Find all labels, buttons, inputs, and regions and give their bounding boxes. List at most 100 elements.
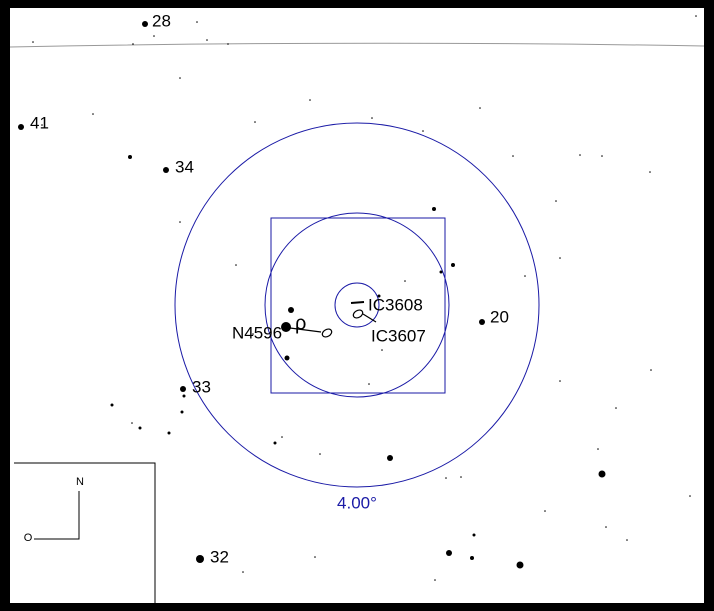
star: [288, 307, 294, 313]
star: [179, 221, 181, 223]
star: [555, 200, 557, 202]
star: [650, 369, 652, 371]
star: [516, 561, 524, 569]
fov-indicators: [174, 122, 540, 488]
star: [649, 171, 651, 173]
star: [252, 333, 254, 335]
star: [179, 77, 181, 79]
galaxy-mark: [350, 301, 365, 304]
star: [524, 275, 526, 277]
star: [163, 167, 169, 173]
galaxy-pointer: [289, 327, 322, 333]
star-label: 41: [30, 113, 49, 132]
compass: N O: [14, 462, 156, 603]
star: [273, 441, 277, 445]
galaxy-pointer: [362, 313, 377, 323]
star: [445, 477, 447, 479]
star-label: 34: [175, 157, 194, 176]
star: [227, 43, 229, 45]
star: [434, 579, 436, 581]
star: [182, 394, 186, 398]
star: [597, 448, 599, 450]
star: [601, 155, 603, 157]
star-label: ρ: [295, 312, 306, 334]
star: [422, 130, 424, 132]
star: [387, 455, 393, 461]
star: [206, 39, 208, 41]
galaxy-mark: [321, 328, 333, 338]
star: [626, 539, 628, 541]
star: [254, 121, 256, 123]
compass-arrows: [34, 491, 80, 540]
star: [472, 533, 476, 537]
star: [404, 280, 406, 282]
star: [446, 550, 452, 556]
compass-north: N: [76, 476, 84, 488]
star: [544, 510, 546, 512]
star: [314, 556, 316, 558]
star: [512, 155, 514, 157]
scale-label: 4.00°: [337, 493, 377, 512]
star: [281, 436, 283, 438]
star: [319, 453, 321, 455]
star-label: 20: [490, 307, 509, 326]
horizon-line: [9, 42, 705, 48]
star: [479, 319, 485, 325]
compass-box: [14, 462, 156, 603]
galaxies: [289, 301, 377, 338]
star: [153, 35, 155, 37]
star: [138, 426, 142, 430]
star: [451, 263, 455, 267]
star: [284, 355, 290, 361]
star-label: 33: [192, 377, 211, 396]
outer-circle: [174, 122, 540, 488]
stars: [18, 15, 697, 581]
star: [381, 349, 383, 351]
star: [559, 257, 561, 259]
inner-circle: [334, 282, 380, 328]
star: [18, 124, 24, 130]
star: [132, 43, 134, 45]
chart-area: [10, 8, 704, 603]
star: [180, 386, 186, 392]
star: [470, 556, 474, 560]
star: [371, 117, 373, 119]
star-label: 28: [152, 11, 171, 30]
star: [235, 264, 237, 266]
star: [439, 270, 443, 274]
star: [180, 410, 184, 414]
star: [559, 380, 561, 382]
star: [368, 383, 370, 385]
star: [377, 294, 381, 298]
galaxy-label: IC3607: [371, 326, 426, 345]
star: [110, 403, 114, 407]
star: [598, 470, 606, 478]
star: [460, 476, 462, 478]
star: [242, 571, 244, 573]
star: [92, 113, 94, 115]
galaxy-label: IC3608: [368, 295, 423, 314]
star: [41, 124, 43, 126]
star: [579, 154, 581, 156]
star: [196, 555, 204, 563]
star: [128, 155, 132, 159]
star-label: 32: [210, 547, 229, 566]
star: [309, 99, 311, 101]
star: [695, 15, 697, 17]
star: [615, 407, 617, 409]
fov-square: [270, 217, 446, 394]
star: [605, 526, 607, 528]
star: [142, 21, 148, 27]
star: [432, 207, 436, 211]
galaxy-mark: [352, 309, 364, 319]
galaxy-label: N4596: [232, 323, 282, 342]
compass-east: O: [24, 532, 33, 544]
star: [479, 107, 481, 109]
star: [32, 41, 34, 43]
star: [167, 431, 171, 435]
middle-circle: [264, 212, 450, 398]
star: [689, 495, 691, 497]
star: [281, 322, 291, 332]
star: [196, 21, 198, 23]
